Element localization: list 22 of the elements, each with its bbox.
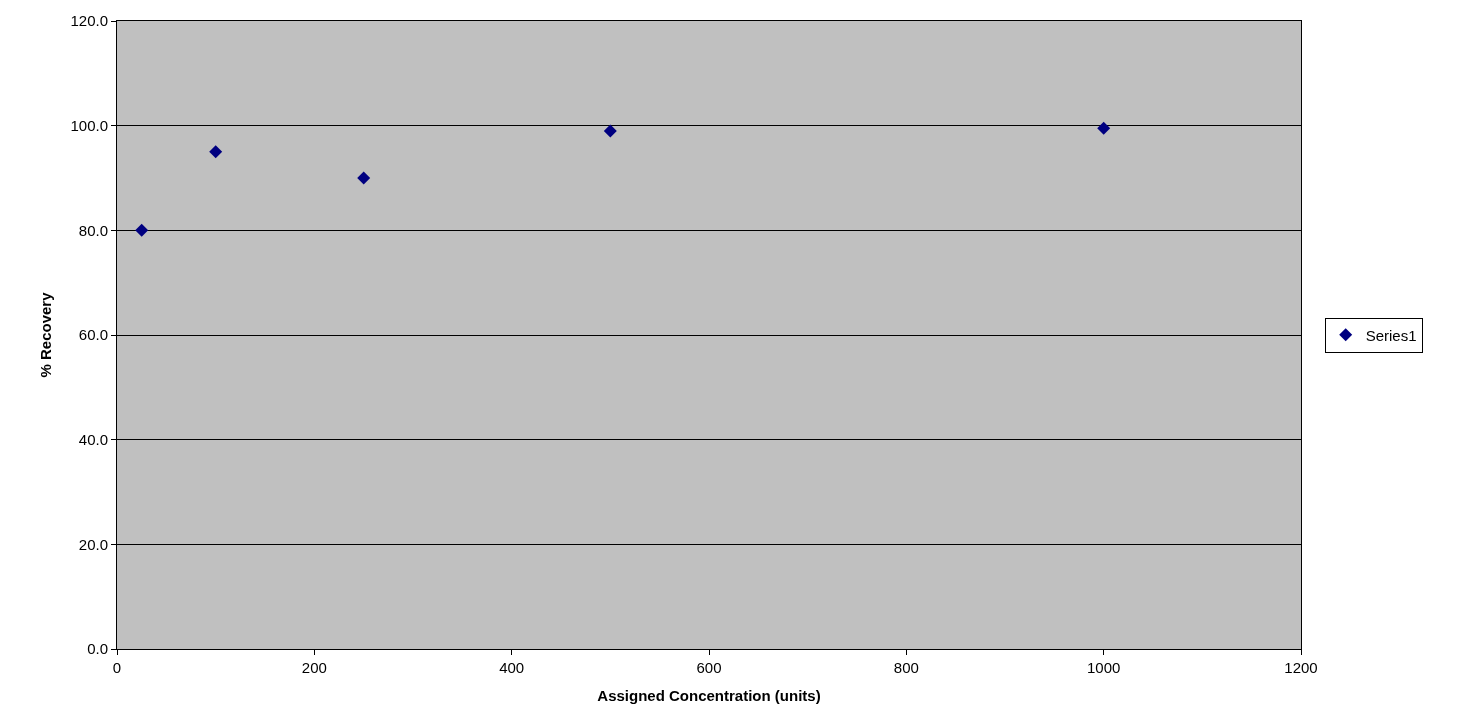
y-tick-label: 40.0 (78, 430, 108, 448)
y-tick-label: 120.0 (70, 12, 108, 30)
y-tick-label: 0.0 (87, 640, 108, 658)
point (135, 223, 149, 237)
y-tick-label: 100.0 (70, 116, 108, 134)
point (1097, 121, 1111, 135)
x-tick-label: 600 (696, 659, 722, 676)
point (603, 124, 617, 138)
y-axis-title: % Recovery (36, 291, 54, 378)
y-tick-label: 20.0 (78, 535, 108, 553)
legend-label: Series1 (1365, 326, 1417, 344)
x-tick-label: 1000 (1086, 659, 1121, 676)
y-tick-label: 60.0 (78, 326, 108, 344)
x-axis-title: Assigned Concentration (units) (597, 687, 821, 704)
x-tick-label: 400 (499, 659, 525, 676)
x-tick-label: 0 (112, 659, 122, 676)
x-tick-label: 1200 (1284, 659, 1318, 676)
y-tick-label: 80.0 (78, 221, 108, 239)
x-tick-label: 800 (893, 659, 919, 676)
point (357, 171, 371, 185)
x-tick-label: 200 (301, 659, 327, 676)
point (209, 145, 223, 159)
